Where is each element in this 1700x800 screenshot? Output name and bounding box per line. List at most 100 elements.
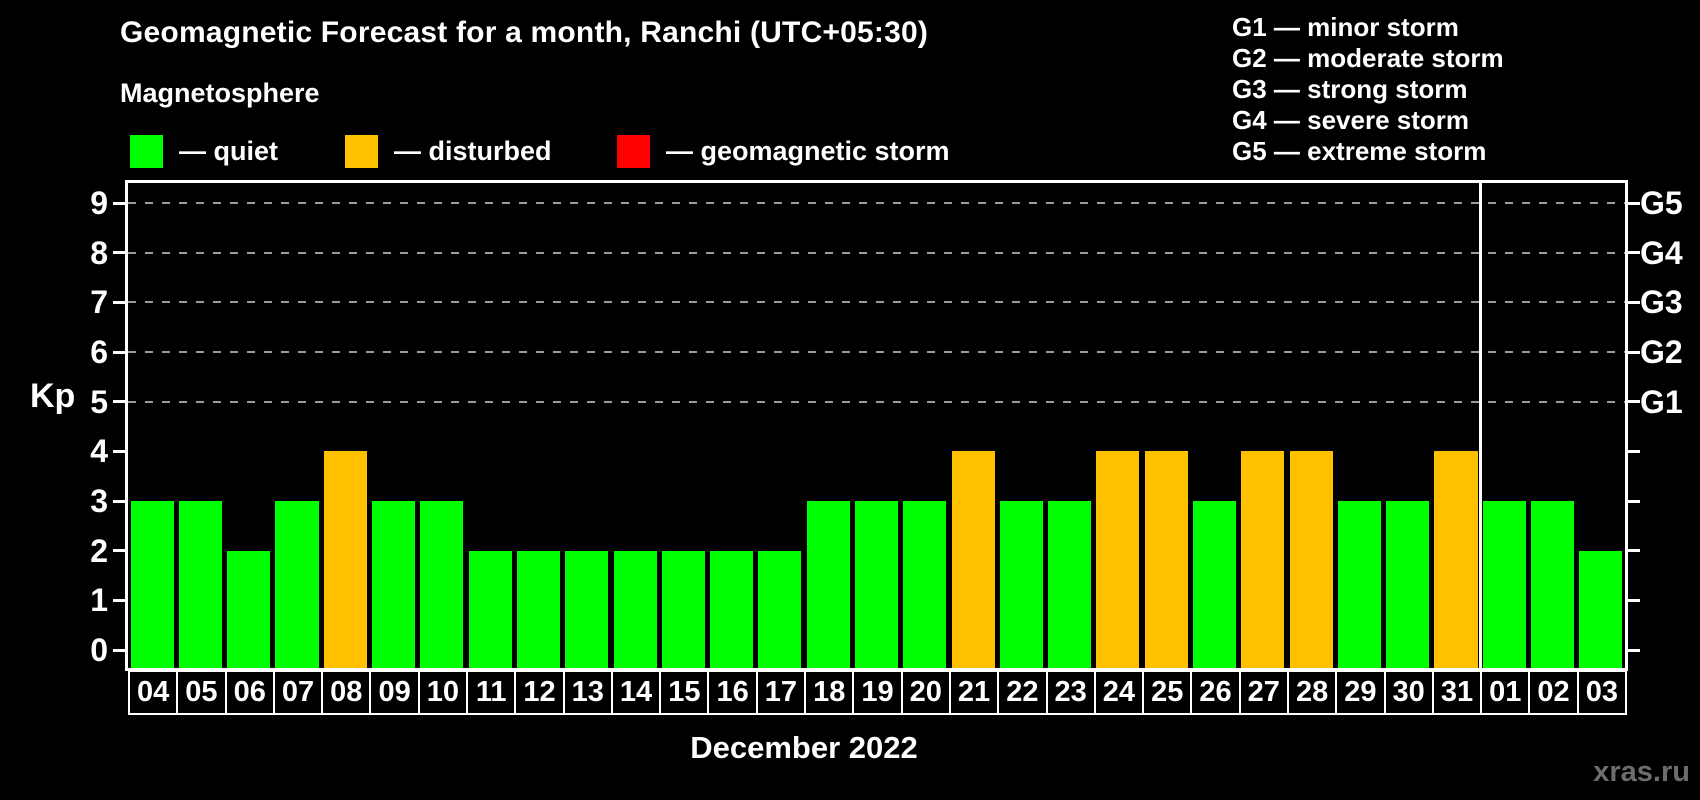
gridline-kp9 [128,202,1625,205]
x-tick-label-22: 22 [997,670,1048,715]
x-tick-label-10: 10 [417,670,469,715]
x-tick-label-11: 11 [466,670,517,715]
legend-title: Magnetosphere [120,78,320,108]
bar-day-03 [1579,550,1623,668]
y-tick-label-9: 9 [90,185,108,222]
bar-day-14 [613,550,657,668]
bar-day-09 [372,501,416,668]
left-tick-kp7 [113,300,126,304]
legend-label-quiet: — quiet [179,135,278,166]
bar-day-23 [1048,501,1092,668]
bar-day-16 [710,550,754,668]
x-tick-label-07: 07 [272,670,324,715]
y-tick-label-1: 1 [90,582,108,619]
bar-day-24 [1096,451,1140,668]
bar-day-11 [468,550,512,668]
bar-day-30 [1386,501,1430,668]
right-tick-kp7 [1627,300,1640,304]
bar-day-04 [130,501,174,668]
x-tick-label-30: 30 [1383,670,1434,715]
gridline-kp8 [128,251,1625,254]
bar-day-25 [1144,451,1188,668]
y-tick-label-7: 7 [90,284,108,321]
storm-scale-line-g5: G5 — extreme storm [1232,136,1487,166]
y-tick-label-3: 3 [90,483,108,520]
x-tick-label-17: 17 [755,670,807,715]
legend-item-storm: — geomagnetic storm [617,133,950,169]
x-tick-label-23: 23 [1045,670,1096,715]
right-tick-kp4 [1627,449,1640,453]
gridline-kp6 [128,351,1625,354]
y-tick-label-5: 5 [90,383,108,420]
x-tick-label-01: 01 [1480,670,1531,715]
bar-day-05 [178,501,222,668]
bar-day-21 [951,451,995,668]
storm-scale-line-g3: G3 — strong storm [1232,74,1468,104]
bar-day-12 [516,550,560,668]
left-tick-kp8 [113,251,126,255]
storm-scale-line-g1: G1 — minor storm [1232,12,1459,42]
bar-day-15 [661,550,705,668]
bar-day-20 [903,501,947,668]
bar-day-13 [565,550,609,668]
x-tick-label-02: 02 [1528,670,1579,715]
x-tick-label-09: 09 [369,670,420,715]
storm-scale-legend: G1 — minor storm G2 — moderate storm G3 … [1232,12,1504,167]
chart-title: Geomagnetic Forecast for a month, Ranchi… [120,16,929,49]
left-tick-kp5 [113,400,126,404]
x-tick-label-06: 06 [224,670,275,715]
x-tick-label-28: 28 [1286,670,1338,715]
y-tick-label-6: 6 [90,334,108,371]
right-tick-kp6 [1627,350,1640,354]
x-tick-label-26: 26 [1190,670,1241,715]
bar-day-17 [758,550,802,668]
x-tick-label-08: 08 [321,670,372,715]
right-tick-kp1 [1627,598,1640,602]
right-tick-kp8 [1627,251,1640,255]
right-tick-kp9 [1627,201,1640,205]
x-tick-label-31: 31 [1431,670,1483,715]
x-tick-label-27: 27 [1238,670,1289,715]
y-tick-label-2: 2 [90,532,108,569]
x-tick-label-13: 13 [562,670,613,715]
x-tick-label-25: 25 [1142,670,1193,715]
x-tick-label-12: 12 [514,670,565,715]
x-tick-label-18: 18 [804,670,855,715]
y-tick-label-8: 8 [90,234,108,271]
quiet-color-swatch [130,134,163,168]
month-separator-line [1478,183,1482,668]
gridline-kp5 [128,400,1625,403]
bar-day-01 [1482,501,1526,668]
x-tick-label-24: 24 [1093,670,1145,715]
bar-day-22 [999,501,1043,668]
bar-day-06 [227,550,271,668]
bar-day-08 [323,451,367,668]
right-tick-kp3 [1627,499,1640,503]
x-tick-label-15: 15 [659,670,710,715]
legend-label-storm: — geomagnetic storm [666,135,950,166]
x-tick-label-04: 04 [128,670,179,715]
left-tick-kp9 [113,201,126,205]
right-axis-label-g2: G2 [1640,334,1683,371]
right-tick-kp0 [1627,648,1640,652]
x-tick-label-21: 21 [948,670,1000,715]
storm-color-swatch [617,134,650,168]
bar-day-31 [1434,451,1478,668]
legend-item-quiet: — quiet [130,133,278,169]
legend-label-disturbed: — disturbed [394,135,552,166]
bar-day-29 [1337,501,1381,668]
y-tick-label-0: 0 [90,632,108,668]
y-axis-title: Kp [30,377,76,415]
x-tick-label-29: 29 [1335,670,1386,715]
bar-day-27 [1241,451,1285,668]
left-tick-kp3 [113,499,126,503]
bar-day-07 [275,501,319,668]
bar-day-19 [854,501,899,668]
x-tick-label-19: 19 [852,670,903,715]
x-tick-label-03: 03 [1576,670,1627,715]
x-tick-label-05: 05 [176,670,227,715]
left-tick-kp6 [113,350,126,354]
left-tick-kp4 [113,449,126,453]
storm-scale-line-g2: G2 — moderate storm [1232,43,1504,73]
